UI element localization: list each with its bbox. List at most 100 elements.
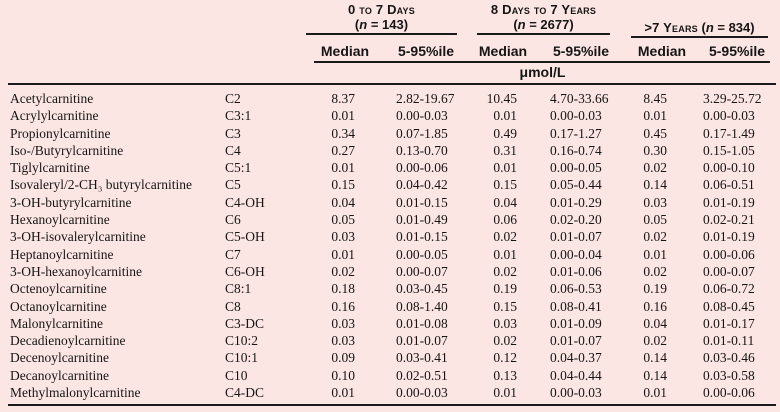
percentile-8-days-7-years: 0.06-0.53 — [550, 281, 602, 297]
column-header-percentile-3: 5-95%ile — [708, 43, 766, 59]
median-gt-7-years: 0.14 — [643, 350, 667, 366]
abbreviation-code: C4-DC — [225, 385, 265, 401]
median-8-days-7-years: 0.49 — [493, 125, 517, 141]
compound-name: Methylmalonylcarnitine — [10, 385, 141, 401]
table-row: Heptanoylcarnitine C7 0.01 0.00-0.05 0.01 0.0… — [0, 246, 780, 263]
unit-label: μmol/L — [519, 64, 566, 80]
percentile-8-days-7-years: 0.01-0.07 — [550, 333, 602, 349]
abbreviation-code: C10:2 — [225, 333, 259, 349]
median-0-7-days: 0.18 — [331, 281, 355, 297]
median-8-days-7-years: 0.03 — [493, 315, 517, 331]
median-8-days-7-years: 0.06 — [493, 212, 517, 228]
median-0-7-days: 0.16 — [331, 298, 355, 314]
percentile-8-days-7-years: 0.01-0.07 — [550, 229, 602, 245]
percentile-8-days-7-years: 0.17-1.27 — [550, 125, 602, 141]
age-group-label: 8 Days to 7 Years — [477, 2, 610, 17]
median-8-days-7-years: 0.15 — [493, 298, 517, 314]
compound-name: Octenoylcarnitine — [10, 281, 107, 297]
percentile-0-7-days: 0.01-0.49 — [396, 212, 448, 228]
compound-name: Iso-/Butyrylcarnitine — [10, 142, 124, 158]
age-group-label-text: 0 to 7 Days — [348, 2, 415, 17]
median-gt-7-years: 0.02 — [643, 333, 667, 349]
abbreviation-code: C6-OH — [225, 263, 265, 279]
percentile-0-7-days: 0.04-0.42 — [396, 177, 448, 193]
percentile-0-7-days: 0.03-0.45 — [396, 281, 448, 297]
percentile-gt-7-years: 0.00-0.06 — [703, 246, 755, 262]
compound-name: Decenoylcarnitine — [10, 350, 109, 366]
percentile-0-7-days: 0.03-0.41 — [396, 350, 448, 366]
median-gt-7-years: 0.01 — [643, 246, 667, 262]
table-row: Isovaleryl/2-CH₃ butyrylcarnitine C5 0.15 0… — [0, 176, 780, 193]
median-gt-7-years: 0.02 — [643, 229, 667, 245]
percentile-0-7-days: 0.01-0.15 — [396, 194, 448, 210]
percentile-8-days-7-years: 0.00-0.03 — [550, 108, 602, 124]
abbreviation-code: C8:1 — [225, 281, 252, 297]
median-0-7-days: 0.34 — [331, 125, 355, 141]
percentile-gt-7-years: 0.06-0.72 — [703, 281, 755, 297]
table-body: Acetylcarnitine C2 8.37 2.82-19.67 10.45 4.70… — [0, 86, 780, 401]
percentile-gt-7-years: 0.00-0.03 — [703, 108, 755, 124]
abbreviation-code: C7 — [225, 246, 241, 262]
median-gt-7-years: 0.02 — [643, 160, 667, 176]
median-8-days-7-years: 10.45 — [486, 91, 517, 106]
age-group-header-8-days-7-years: 8 Days to 7 Years (n = 2677) — [477, 2, 610, 35]
age-group-label: >7 Years (n = 834) — [644, 20, 755, 35]
percentile-gt-7-years: 0.02-0.21 — [703, 212, 755, 228]
percentile-0-7-days: 0.00-0.07 — [396, 263, 448, 279]
percentile-gt-7-years: 0.06-0.51 — [703, 177, 755, 193]
percentile-8-days-7-years: 0.08-0.41 — [550, 298, 602, 314]
compound-name: 3-OH-hexanoylcarnitine — [10, 263, 142, 279]
median-0-7-days: 0.01 — [331, 160, 355, 176]
median-8-days-7-years: 0.01 — [493, 246, 517, 262]
compound-name: Decanoylcarnitine — [10, 367, 109, 383]
n-symbol: n — [705, 20, 714, 35]
table-row: Iso-/Butyrylcarnitine C4 0.27 0.13-0.70 0.31… — [0, 142, 780, 159]
compound-name: Hexanoylcarnitine — [10, 212, 110, 228]
median-0-7-days: 0.03 — [331, 315, 355, 331]
median-0-7-days: 0.01 — [331, 108, 355, 124]
median-0-7-days: 0.09 — [331, 350, 355, 366]
median-0-7-days: 0.03 — [331, 229, 355, 245]
percentile-gt-7-years: 0.17-1.49 — [703, 125, 755, 141]
percentile-gt-7-years: 0.15-1.05 — [703, 142, 755, 158]
table-bottom-rule — [8, 404, 776, 406]
percentile-gt-7-years: 0.01-0.17 — [703, 315, 755, 331]
compound-name: Propionylcarnitine — [10, 125, 111, 141]
table-row: 3-OH-isovalerylcarnitine C5-OH 0.03 0.01-0.… — [0, 228, 780, 245]
percentile-0-7-days: 0.01-0.07 — [396, 333, 448, 349]
median-0-7-days: 0.04 — [331, 194, 355, 210]
median-8-days-7-years: 0.02 — [493, 333, 517, 349]
percentile-gt-7-years: 0.00-0.10 — [703, 160, 755, 176]
age-group-n: (n = 143) — [354, 17, 409, 32]
median-0-7-days: 0.10 — [331, 367, 355, 383]
percentile-gt-7-years: 0.01-0.19 — [703, 194, 755, 210]
median-8-days-7-years: 0.15 — [493, 177, 517, 193]
percentile-0-7-days: 0.00-0.03 — [396, 385, 448, 401]
median-gt-7-years: 0.14 — [643, 177, 667, 193]
acylcarnitine-data-table: Acetylcarnitine C2 8.37 2.82-19.67 10.45 4.70… — [0, 86, 780, 401]
percentile-0-7-days: 0.07-1.85 — [396, 125, 448, 141]
compound-name: Heptanoylcarnitine — [10, 246, 114, 262]
table-row: Tiglylcarnitine C5:1 0.01 0.00-0.06 0.01 0.00… — [0, 159, 780, 176]
compound-name: Acetylcarnitine — [10, 91, 94, 106]
abbreviation-code: C3-DC — [225, 315, 265, 331]
percentile-8-days-7-years: 0.00-0.05 — [550, 160, 602, 176]
median-8-days-7-years: 0.13 — [493, 367, 517, 383]
compound-name: Isovaleryl/2-CH₃ butyrylcarnitine — [10, 177, 193, 193]
median-0-7-days: 0.05 — [331, 212, 355, 228]
median-gt-7-years: 0.01 — [643, 385, 667, 401]
percentile-0-7-days: 0.00-0.06 — [396, 160, 448, 176]
percentile-8-days-7-years: 0.01-0.09 — [550, 315, 602, 331]
median-gt-7-years: 0.16 — [643, 298, 667, 314]
median-8-days-7-years: 0.19 — [493, 281, 517, 297]
compound-name: Tiglylcarnitine — [10, 160, 90, 176]
median-0-7-days: 0.02 — [331, 263, 355, 279]
median-8-days-7-years: 0.02 — [493, 229, 517, 245]
abbreviation-code: C5 — [225, 177, 241, 193]
percentile-gt-7-years: 0.01-0.11 — [703, 333, 755, 349]
percentile-8-days-7-years: 0.02-0.20 — [550, 212, 602, 228]
median-gt-7-years: 8.45 — [643, 91, 667, 106]
median-8-days-7-years: 0.01 — [493, 160, 517, 176]
median-gt-7-years: 0.14 — [643, 367, 667, 383]
table-row: Decenoylcarnitine C10:1 0.09 0.03-0.41 0.12 0… — [0, 349, 780, 366]
